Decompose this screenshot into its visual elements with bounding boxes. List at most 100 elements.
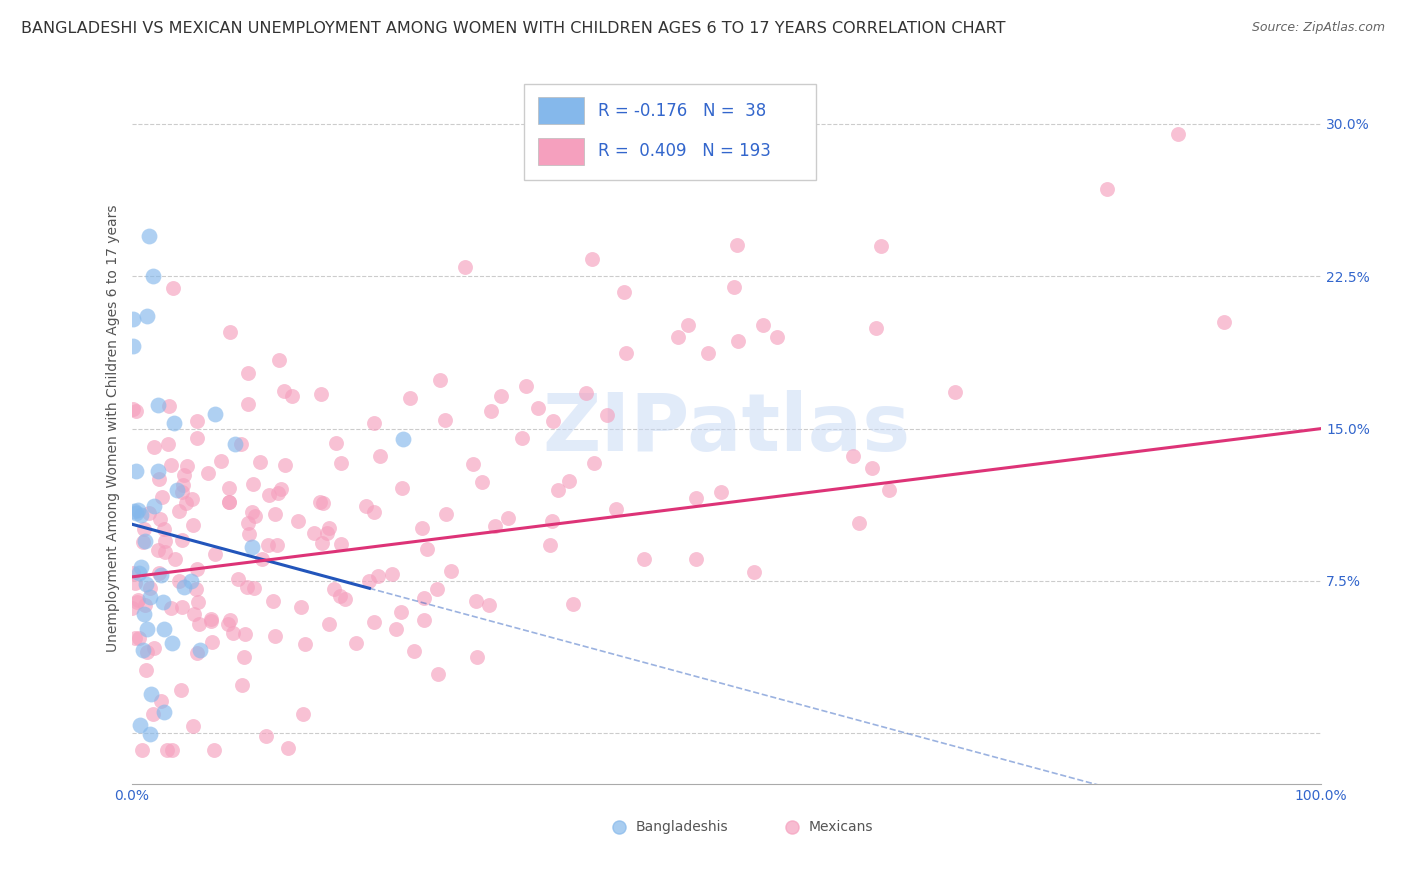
- Point: [249, 455, 271, 469]
- Point: [219, 325, 242, 339]
- Point: [1095, 182, 1118, 196]
- Point: [224, 437, 246, 451]
- Point: [127, 503, 149, 517]
- Point: [218, 481, 240, 495]
- Point: [186, 431, 208, 445]
- Point: [869, 238, 891, 252]
- Point: [170, 683, 193, 698]
- Point: [354, 499, 377, 513]
- Point: [180, 574, 202, 588]
- Point: [318, 616, 340, 631]
- Point: [614, 346, 637, 360]
- Point: [159, 600, 181, 615]
- Point: [181, 719, 204, 733]
- Point: [363, 416, 385, 430]
- Point: [323, 582, 346, 596]
- Point: [465, 650, 488, 665]
- Point: [238, 397, 260, 411]
- Point: [204, 547, 226, 561]
- Text: BANGLADESHI VS MEXICAN UNEMPLOYMENT AMONG WOMEN WITH CHILDREN AGES 6 TO 17 YEARS: BANGLADESHI VS MEXICAN UNEMPLOYMENT AMON…: [21, 21, 1005, 36]
- Bar: [538, 137, 583, 165]
- Point: [167, 504, 190, 518]
- Point: [478, 598, 501, 612]
- Point: [134, 607, 156, 622]
- Point: [429, 373, 451, 387]
- Point: [389, 605, 412, 619]
- Point: [146, 543, 169, 558]
- Point: [129, 508, 152, 523]
- Point: [122, 339, 145, 353]
- Point: [236, 580, 259, 594]
- Point: [263, 507, 285, 521]
- Point: [197, 467, 219, 481]
- Point: [139, 687, 162, 701]
- Point: [270, 483, 292, 497]
- Text: R =  0.409   N = 193: R = 0.409 N = 193: [598, 142, 770, 161]
- Point: [240, 541, 263, 555]
- Point: [399, 391, 422, 405]
- Point: [269, 352, 291, 367]
- Point: [135, 577, 157, 591]
- Point: [633, 552, 655, 566]
- Point: [725, 238, 748, 252]
- Point: [613, 285, 636, 299]
- Point: [143, 499, 166, 513]
- Point: [276, 740, 298, 755]
- Point: [596, 409, 619, 423]
- Point: [150, 490, 173, 504]
- Point: [842, 449, 865, 463]
- Point: [333, 591, 356, 606]
- Point: [142, 640, 165, 655]
- Point: [200, 614, 222, 628]
- Point: [440, 564, 463, 578]
- Point: [166, 483, 188, 497]
- Point: [727, 334, 749, 349]
- Point: [344, 636, 367, 650]
- Point: [138, 507, 160, 521]
- Point: [127, 594, 149, 608]
- Point: [416, 541, 439, 556]
- Point: [181, 517, 204, 532]
- Point: [471, 475, 494, 489]
- Point: [1213, 315, 1236, 329]
- Point: [697, 346, 720, 360]
- Point: [318, 521, 340, 535]
- Point: [152, 705, 174, 719]
- Point: [122, 311, 145, 326]
- Point: [146, 464, 169, 478]
- Point: [329, 537, 352, 551]
- Text: Source: ZipAtlas.com: Source: ZipAtlas.com: [1251, 21, 1385, 34]
- Point: [135, 663, 157, 677]
- Point: [266, 485, 288, 500]
- Point: [329, 456, 352, 470]
- Point: [257, 488, 280, 502]
- Point: [294, 637, 316, 651]
- Point: [204, 407, 226, 421]
- Point: [250, 552, 273, 566]
- Point: [605, 502, 627, 516]
- Point: [368, 449, 391, 463]
- Point: [217, 616, 239, 631]
- Point: [723, 280, 745, 294]
- Point: [765, 330, 787, 344]
- Point: [236, 516, 259, 530]
- Point: [290, 599, 312, 614]
- Point: [325, 436, 347, 450]
- Point: [200, 611, 222, 625]
- Point: [312, 496, 335, 510]
- Point: [122, 401, 145, 416]
- Point: [174, 496, 197, 510]
- Point: [132, 523, 155, 537]
- Point: [316, 525, 339, 540]
- Point: [558, 474, 581, 488]
- Point: [254, 729, 277, 743]
- Point: [465, 593, 488, 607]
- Text: Bangladeshis: Bangladeshis: [636, 820, 728, 834]
- Point: [128, 718, 150, 732]
- Point: [136, 645, 159, 659]
- Point: [142, 268, 165, 283]
- Point: [489, 389, 512, 403]
- Point: [219, 613, 242, 627]
- Point: [309, 387, 332, 401]
- Point: [242, 476, 264, 491]
